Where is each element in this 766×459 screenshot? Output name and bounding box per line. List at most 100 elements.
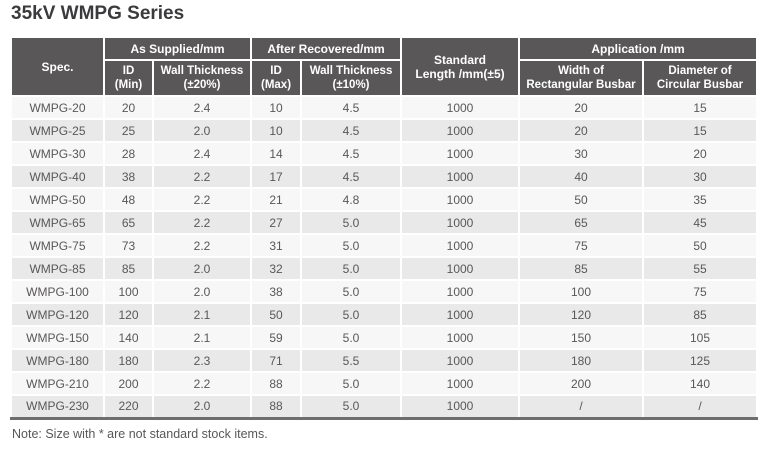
spec-cell: WMPG-50 bbox=[10, 187, 105, 212]
value-cell: 4.8 bbox=[300, 187, 403, 212]
value-cell: 1000 bbox=[400, 256, 521, 281]
table-row: WMPG-230 220 2.0 88 5.0 1000// bbox=[10, 394, 759, 419]
value-cell: 20 bbox=[103, 95, 154, 120]
value-cell: 1000 bbox=[400, 164, 521, 189]
header-diam-circ-line2: Circular Busbar bbox=[656, 79, 744, 91]
header-id-min-line2: (Min) bbox=[114, 79, 143, 91]
value-cell: 59 bbox=[250, 325, 303, 350]
footer-note: Note: Size with * are not standard stock… bbox=[12, 427, 268, 441]
value-cell: 1000 bbox=[400, 210, 521, 235]
value-cell: 30 bbox=[642, 164, 759, 189]
spec-cell: WMPG-85 bbox=[10, 256, 105, 281]
value-cell: / bbox=[518, 394, 645, 419]
value-cell: 100 bbox=[103, 279, 154, 304]
value-cell: 220 bbox=[103, 394, 154, 419]
value-cell: 2.1 bbox=[151, 325, 253, 350]
page-title: 35kV WMPG Series bbox=[11, 3, 185, 24]
value-cell: 120 bbox=[103, 302, 154, 327]
value-cell: 5.0 bbox=[300, 233, 403, 258]
spec-cell: WMPG-100 bbox=[10, 279, 105, 304]
value-cell: 15 bbox=[642, 118, 759, 143]
value-cell: 2.2 bbox=[151, 371, 253, 396]
value-cell: 5.0 bbox=[300, 210, 403, 235]
table-row: WMPG-180 180 2.3 71 5.5 1000 180 125 bbox=[10, 348, 759, 373]
header-group-row: Spec. As Supplied/mm After Recovered/mm … bbox=[10, 36, 759, 97]
value-cell: 5.0 bbox=[300, 302, 403, 327]
value-cell: 5.0 bbox=[300, 394, 403, 419]
value-cell: 1000 bbox=[400, 187, 521, 212]
header-as-supplied: As Supplied/mm bbox=[102, 36, 253, 61]
table-row: WMPG-85 85 2.0 32 5.0 1000 85 55 bbox=[10, 256, 759, 281]
header-wall-20-line2: (±20%) bbox=[183, 79, 221, 91]
value-cell: 73 bbox=[103, 233, 154, 258]
header-width-rect-line1: Width of bbox=[558, 65, 604, 77]
value-cell: 31 bbox=[250, 233, 303, 258]
value-cell: 2.3 bbox=[151, 348, 253, 373]
value-cell: 2.2 bbox=[151, 164, 253, 189]
value-cell: 35 bbox=[642, 187, 759, 212]
value-cell: 38 bbox=[103, 164, 154, 189]
value-cell: 5.0 bbox=[300, 371, 403, 396]
value-cell: 10 bbox=[250, 118, 303, 143]
value-cell: 21 bbox=[250, 187, 303, 212]
table-header: Spec. As Supplied/mm After Recovered/mm … bbox=[10, 36, 759, 97]
header-width-rect-line2: Rectangular Busbar bbox=[526, 79, 636, 91]
value-cell: 15 bbox=[642, 95, 759, 120]
value-cell: 1000 bbox=[400, 348, 521, 373]
spec-cell: WMPG-25 bbox=[10, 118, 105, 143]
value-cell: 180 bbox=[103, 348, 154, 373]
value-cell: 45 bbox=[642, 210, 759, 235]
spec-cell: WMPG-230 bbox=[10, 394, 105, 419]
value-cell: 180 bbox=[518, 348, 645, 373]
value-cell: 5.0 bbox=[300, 325, 403, 350]
value-cell: 2.4 bbox=[151, 141, 253, 166]
value-cell: 65 bbox=[518, 210, 645, 235]
table-row: WMPG-210 200 2.2 88 5.0 1000 200 140 bbox=[10, 371, 759, 396]
spec-cell: WMPG-75 bbox=[10, 233, 105, 258]
value-cell: 88 bbox=[250, 371, 303, 396]
header-wall-20-line1: Wall Thickness bbox=[160, 65, 244, 77]
header-sub-row: ID (Min) Wall Thickness (±20%) ID (Max) … bbox=[11, 59, 759, 97]
table-row: WMPG-65 65 2.2 27 5.0 1000 65 45 bbox=[10, 210, 759, 235]
header-id-min-line1: ID bbox=[122, 65, 135, 77]
spec-cell: WMPG-20 bbox=[10, 95, 105, 120]
value-cell: 1000 bbox=[400, 141, 521, 166]
value-cell: 1000 bbox=[400, 371, 521, 396]
value-cell: 5.0 bbox=[300, 256, 403, 281]
value-cell: 20 bbox=[642, 141, 759, 166]
table-row: WMPG-40 38 2.2 17 4.5 1000 40 30 bbox=[10, 164, 759, 189]
header-standard-length-line1: Standard bbox=[434, 52, 487, 67]
value-cell: 71 bbox=[250, 348, 303, 373]
value-cell: 30 bbox=[518, 141, 645, 166]
value-cell: 2.0 bbox=[151, 279, 253, 304]
header-id-min: ID (Min) bbox=[103, 59, 154, 97]
value-cell: 4.5 bbox=[300, 141, 403, 166]
spec-cell: WMPG-150 bbox=[10, 325, 105, 350]
header-spec: Spec. bbox=[10, 36, 105, 97]
value-cell: 50 bbox=[642, 233, 759, 258]
value-cell: 14 bbox=[250, 141, 303, 166]
value-cell: 1000 bbox=[400, 325, 521, 350]
header-diam-circ-line1: Diameter of bbox=[668, 65, 732, 77]
header-wall-thickness-20: Wall Thickness (±20%) bbox=[151, 59, 253, 97]
value-cell: 4.5 bbox=[300, 95, 403, 120]
value-cell: 100 bbox=[518, 279, 645, 304]
value-cell: 32 bbox=[250, 256, 303, 281]
header-id-max-line2: (Max) bbox=[261, 79, 292, 91]
value-cell: 48 bbox=[103, 187, 154, 212]
value-cell: 200 bbox=[518, 371, 645, 396]
value-cell: 2.2 bbox=[151, 233, 253, 258]
value-cell: 1000 bbox=[400, 302, 521, 327]
value-cell: 88 bbox=[250, 394, 303, 419]
value-cell: 40 bbox=[518, 164, 645, 189]
spec-table: Spec. As Supplied/mm After Recovered/mm … bbox=[10, 36, 759, 420]
value-cell: 85 bbox=[642, 302, 759, 327]
value-cell: 50 bbox=[250, 302, 303, 327]
value-cell: 5.5 bbox=[300, 348, 403, 373]
header-id-max: ID (Max) bbox=[250, 59, 303, 97]
value-cell: 5.0 bbox=[300, 279, 403, 304]
value-cell: 105 bbox=[642, 325, 759, 350]
spec-cell: WMPG-30 bbox=[10, 141, 105, 166]
value-cell: 17 bbox=[250, 164, 303, 189]
value-cell: 55 bbox=[642, 256, 759, 281]
